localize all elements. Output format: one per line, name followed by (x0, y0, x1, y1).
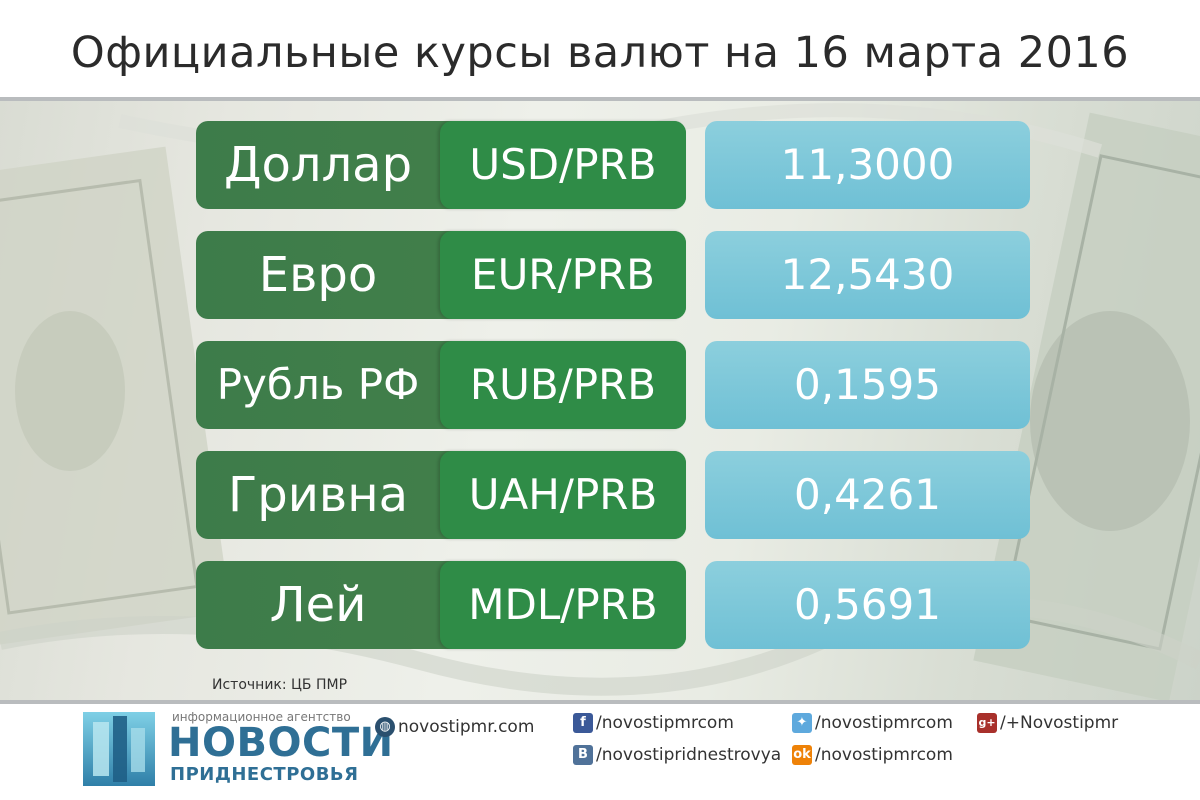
vk-icon: В (573, 745, 593, 765)
rate-row-rub: Рубль РФ RUB/PRB 0,1595 (196, 341, 1030, 429)
rate-value: 12,5430 (705, 231, 1030, 319)
currency-name: Евро (258, 247, 378, 303)
currency-code: MDL/PRB (440, 561, 686, 649)
odnoklassniki-icon: ok (792, 745, 812, 765)
twitter-link[interactable]: ✦/novostipmrcom (792, 712, 953, 736)
page-title: Официальные курсы валют на 16 марта 2016 (70, 28, 1130, 78)
twitter-link-text: /novostipmrcom (815, 713, 953, 733)
rate-row-uah: Гривна UAH/PRB 0,4261 (196, 451, 1030, 539)
rate-row-mdl: Лей MDL/PRB 0,5691 (196, 561, 1030, 649)
rate-value: 0,1595 (705, 341, 1030, 429)
googleplus-link[interactable]: g+/+Novostipmr (977, 712, 1118, 736)
agency-region: ПРИДНЕСТРОВЬЯ (170, 764, 359, 785)
site-link[interactable]: ◍ novostipmr.com (375, 716, 534, 740)
rate-row-usd: Доллар USD/PRB 11,3000 (196, 121, 1030, 209)
currency-name: Рубль РФ (216, 360, 420, 409)
facebook-icon: f (573, 713, 593, 733)
top-divider (0, 97, 1200, 101)
odnoklassniki-link[interactable]: ok/novostipmrcom (792, 744, 953, 768)
odnoklassniki-link-text: /novostipmrcom (815, 745, 953, 765)
agency-name: НОВОСТИ (168, 720, 394, 766)
rate-value: 0,4261 (705, 451, 1030, 539)
rate-row-eur: Евро EUR/PRB 12,5430 (196, 231, 1030, 319)
footer: информационное агентство НОВОСТИ ПРИДНЕС… (0, 704, 1200, 800)
rate-value: 0,5691 (705, 561, 1030, 649)
currency-pill: Доллар USD/PRB (196, 121, 686, 209)
vk-link[interactable]: В/novostipridnestrovya (573, 744, 781, 768)
currency-code: RUB/PRB (440, 341, 686, 429)
google-plus-icon: g+ (977, 713, 997, 733)
twitter-icon: ✦ (792, 713, 812, 733)
bottom-divider (0, 700, 1200, 704)
globe-icon: ◍ (375, 717, 395, 737)
currency-pill: Лей MDL/PRB (196, 561, 686, 649)
agency-logo-icon (83, 712, 155, 786)
currency-name: Лей (269, 577, 367, 633)
currency-pill: Гривна UAH/PRB (196, 451, 686, 539)
facebook-link-text: /novostipmrcom (596, 713, 734, 733)
vk-link-text: /novostipridnestrovya (596, 745, 782, 765)
googleplus-link-text: /+Novostipmr (1000, 713, 1119, 733)
currency-name: Доллар (223, 137, 413, 193)
agency-tagline: информационное агентство (172, 710, 351, 724)
site-link-text: novostipmr.com (398, 717, 535, 737)
source-note: Источник: ЦБ ПМР (212, 677, 348, 693)
rate-value: 11,3000 (705, 121, 1030, 209)
currency-code: EUR/PRB (440, 231, 686, 319)
currency-pill: Рубль РФ RUB/PRB (196, 341, 686, 429)
currency-code: USD/PRB (440, 121, 686, 209)
currency-code: UAH/PRB (440, 451, 686, 539)
facebook-link[interactable]: f/novostipmrcom (573, 712, 734, 736)
currency-name: Гривна (227, 467, 409, 523)
currency-pill: Евро EUR/PRB (196, 231, 686, 319)
